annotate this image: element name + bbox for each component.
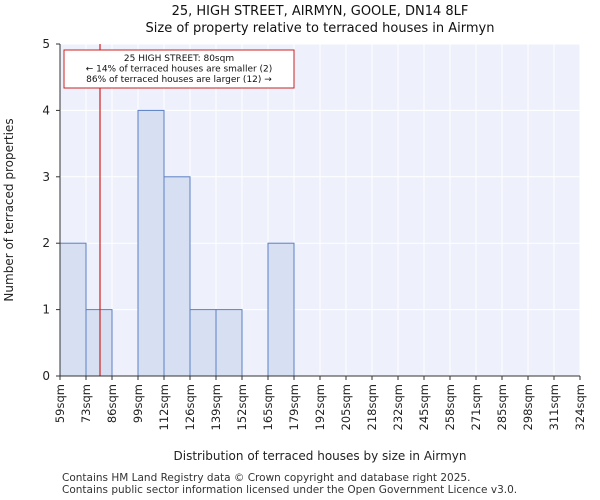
x-tick-label: 73sqm (79, 384, 93, 423)
x-tick-label: 258sqm (443, 384, 457, 430)
x-tick-label: 139sqm (209, 384, 223, 430)
x-tick-labels: 59sqm 73sqm 86sqm 99sqm 112sqm 126sqm 139sqm 15… (53, 376, 587, 430)
x-tick-label: 126sqm (183, 384, 197, 430)
y-tick-label: 0 (42, 369, 50, 383)
x-tick-label: 192sqm (313, 384, 327, 430)
histogram-bar (189, 309, 217, 377)
x-tick-label: 165sqm (261, 384, 275, 430)
x-tick-label: 152sqm (235, 384, 249, 430)
y-tick-label: 3 (42, 170, 50, 184)
x-tick-label: 59sqm (53, 384, 67, 423)
histogram-bar (267, 242, 295, 377)
x-tick-label: 218sqm (365, 384, 379, 430)
annotation-border (63, 49, 295, 89)
x-tick-label: 245sqm (417, 384, 431, 430)
histogram-bar (137, 109, 165, 377)
x-tick-label: 232sqm (391, 384, 405, 430)
annotation-line1: 25 HIGH STREET: 80sqm (124, 54, 234, 64)
y-tick-label: 4 (42, 103, 50, 117)
x-tick-label: 99sqm (131, 384, 145, 423)
bars-group (59, 109, 295, 377)
x-tick-label: 324sqm (573, 384, 587, 430)
x-axis-label: Distribution of terraced houses by size … (174, 449, 467, 463)
footer-line1: Contains HM Land Registry data © Crown c… (62, 472, 471, 484)
y-tick-labels: 0 1 2 3 4 5 (42, 37, 60, 383)
histogram-bar (215, 309, 243, 377)
histogram-bar (163, 176, 191, 377)
footer-line2: Contains public sector information licen… (62, 484, 518, 496)
y-tick-label: 2 (42, 236, 50, 250)
x-tick-label: 205sqm (339, 384, 353, 430)
y-tick-label: 5 (42, 37, 50, 51)
annotation-line2: ← 14% of terraced houses are smaller (2) (86, 65, 273, 75)
x-tick-label: 311sqm (547, 384, 561, 430)
y-tick-label: 1 (42, 303, 50, 317)
chart-title-line2: Size of property relative to terraced ho… (145, 21, 495, 36)
annotation-box: 25 HIGH STREET: 80sqm ← 14% of terraced … (63, 49, 295, 89)
x-tick-label: 86sqm (105, 384, 119, 423)
x-tick-label: 179sqm (287, 384, 301, 430)
annotation-line3: 86% of terraced houses are larger (12) → (86, 75, 272, 85)
histogram-chart: 0 1 2 3 4 5 59sqm 73sqm 86sqm 99sqm 112sqm 126sqm 1… (2, 37, 587, 463)
x-tick-label: 112sqm (157, 384, 171, 430)
histogram-bar (85, 309, 113, 377)
histogram-bar (59, 242, 87, 377)
y-axis-label: Number of terraced properties (2, 118, 16, 301)
chart-title-line1: 25, HIGH STREET, AIRMYN, GOOLE, DN14 8LF (171, 4, 469, 19)
x-tick-label: 285sqm (495, 384, 509, 430)
x-tick-label: 271sqm (469, 384, 483, 430)
x-tick-label: 298sqm (521, 384, 535, 430)
